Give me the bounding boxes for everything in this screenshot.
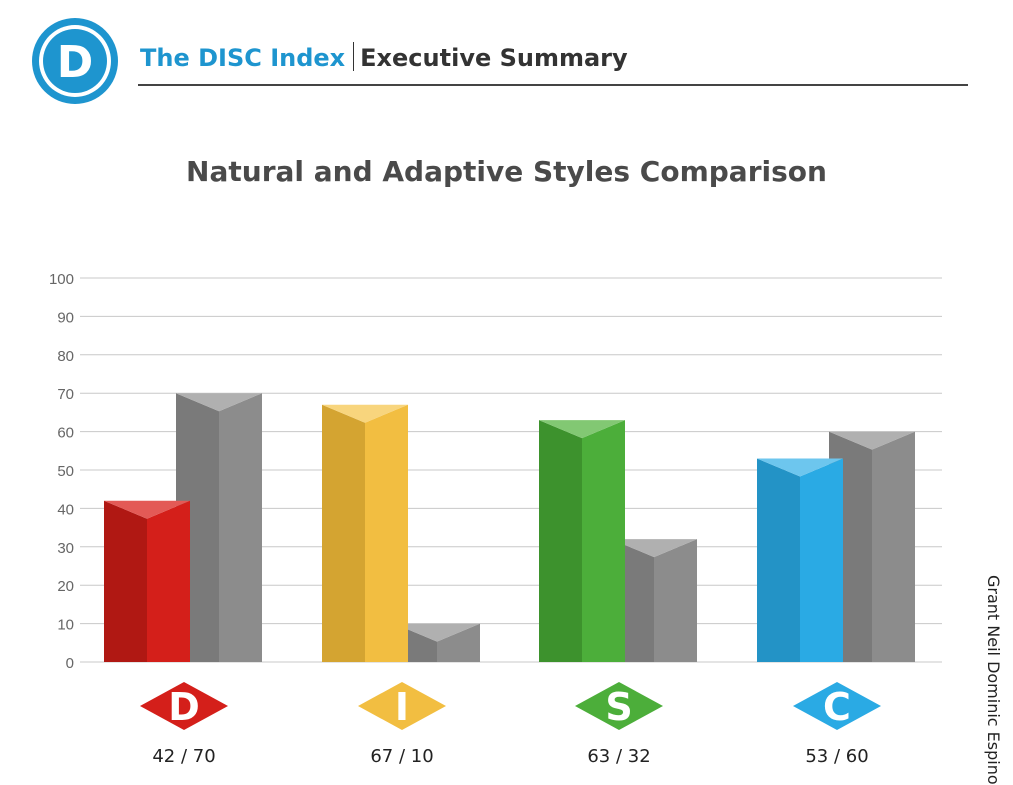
natural-bar-i-side <box>322 404 365 662</box>
logo-letter: D <box>57 37 94 88</box>
adaptive-bar-c <box>872 431 915 662</box>
adaptive-bar-s-top <box>611 539 697 558</box>
natural-bar-d <box>147 500 190 662</box>
category-letter: S <box>605 685 632 729</box>
category-value-label: 67 / 10 <box>370 746 433 767</box>
category-diamond-s <box>575 682 663 730</box>
page-header: The DISC Index Executive Summary <box>140 38 628 78</box>
section-title: Executive Summary <box>360 44 628 72</box>
adaptive-bar-d-top <box>176 393 262 412</box>
y-tick-label: 10 <box>57 617 74 634</box>
natural-bar-c <box>800 458 843 662</box>
natural-bar-d-top <box>104 500 190 519</box>
y-tick-label: 20 <box>57 578 74 595</box>
person-name: Grant Neil Dominic Espino <box>984 575 1003 785</box>
category-diamond-d <box>140 682 228 730</box>
y-tick-label: 80 <box>57 348 74 365</box>
category-diamond-c <box>793 682 881 730</box>
y-tick-label: 90 <box>57 309 74 326</box>
header-separator <box>353 41 355 71</box>
natural-bar-i <box>365 404 408 662</box>
category-diamond-i <box>358 682 446 730</box>
y-tick-label: 0 <box>66 655 74 672</box>
y-tick-label: 50 <box>57 463 74 480</box>
category-value-label: 53 / 60 <box>805 746 868 767</box>
y-tick-label: 100 <box>49 271 74 288</box>
category-letter: I <box>395 685 409 729</box>
natural-bar-c-top <box>757 458 843 477</box>
natural-bar-i-top <box>322 404 408 423</box>
natural-bar-d-side <box>104 500 147 662</box>
y-tick-label: 30 <box>57 540 74 557</box>
disc-logo: D <box>32 18 118 104</box>
adaptive-bar-i <box>437 623 480 662</box>
adaptive-bar-i-top <box>394 623 480 642</box>
natural-bar-s-side <box>539 420 582 662</box>
y-tick-label: 70 <box>57 386 74 403</box>
brand-title: The DISC Index <box>140 44 346 72</box>
category-value-label: 42 / 70 <box>152 746 215 767</box>
adaptive-bar-c-top <box>829 431 915 450</box>
category-letter: D <box>168 685 200 729</box>
natural-bar-c-side <box>757 458 800 662</box>
adaptive-bar-d <box>219 393 262 662</box>
chart-title: Natural and Adaptive Styles Comparison <box>186 155 827 188</box>
natural-bar-s <box>582 420 625 662</box>
header-rule <box>138 84 968 86</box>
y-tick-label: 40 <box>57 501 74 518</box>
natural-bar-s-top <box>539 420 625 439</box>
adaptive-bar-s <box>654 539 697 662</box>
category-value-label: 63 / 32 <box>587 746 650 767</box>
y-tick-label: 60 <box>57 425 74 442</box>
category-letter: C <box>823 685 851 729</box>
